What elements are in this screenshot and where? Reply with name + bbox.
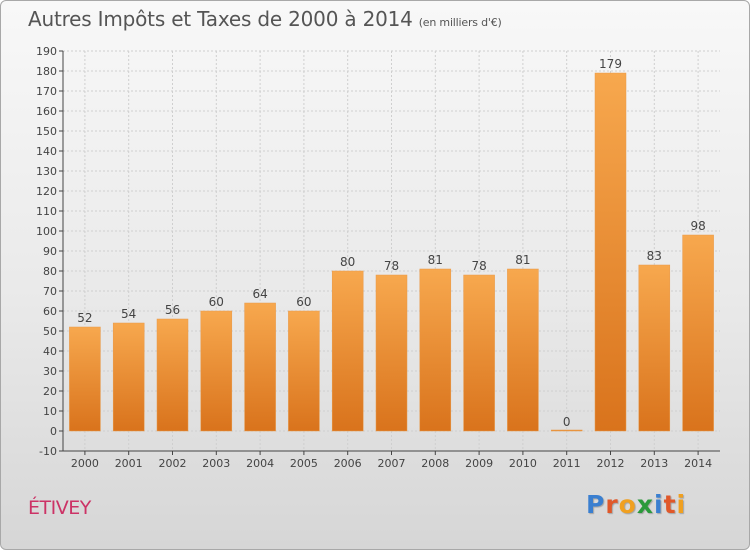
chart-title-text: Autres Impôts et Taxes de 2000 à 2014 (28, 7, 413, 31)
data-label: 179 (599, 57, 622, 71)
data-label: 78 (471, 259, 486, 273)
y-tick-label: 110 (36, 205, 57, 218)
logo-letter: i (654, 490, 664, 519)
y-tick-label: 120 (36, 185, 57, 198)
logo-letter: i (676, 490, 687, 519)
logo-letter: x (636, 490, 654, 519)
location-label: ÉTIVEY (28, 497, 91, 519)
logo-letter: P (586, 490, 606, 519)
logo-letter: r (605, 490, 619, 519)
bar-2002 (156, 318, 189, 432)
data-labels: 52 54 56 60 64 60 80 78 81 78 81 0 179 83 98 (77, 57, 705, 429)
x-tick-label: 2008 (421, 457, 449, 470)
x-tick-label: 2006 (334, 457, 362, 470)
data-label: 56 (165, 303, 180, 317)
y-tick-label: 50 (43, 325, 57, 338)
x-tick-label: 2011 (553, 457, 581, 470)
y-tick-label: 10 (43, 405, 57, 418)
y-tick-label: 150 (36, 125, 57, 138)
bar-2011 (550, 429, 583, 432)
proxiti-logo: Proxiti (586, 490, 686, 519)
bar-2003 (200, 310, 233, 432)
y-tick-label: 70 (43, 285, 57, 298)
y-tick-label: 40 (43, 345, 57, 358)
bar-2008 (419, 268, 452, 432)
data-label: 80 (340, 255, 355, 269)
data-label: 54 (121, 307, 136, 321)
x-tick-label: 2004 (246, 457, 274, 470)
data-label: 98 (690, 219, 705, 233)
x-tick-label: 2014 (684, 457, 712, 470)
x-tick-label: 2007 (378, 457, 406, 470)
logo-letter: o (618, 490, 637, 519)
x-tick-label: 2003 (202, 457, 230, 470)
bar-2005 (288, 310, 320, 432)
data-label: 0 (563, 415, 571, 429)
bar-2000 (69, 326, 101, 432)
bar-2007 (375, 274, 408, 432)
y-tick-label: 20 (43, 385, 57, 398)
y-tick-label: 60 (43, 305, 57, 318)
bar-2004 (244, 302, 276, 432)
x-tick-label: 2009 (465, 457, 493, 470)
bar-2013 (638, 264, 671, 432)
x-tick-label: 2000 (71, 457, 99, 470)
x-tick-label: 2002 (159, 457, 187, 470)
data-label: 83 (647, 249, 662, 263)
chart-title: Autres Impôts et Taxes de 2000 à 2014 (en… (28, 7, 502, 31)
bar-2012 (594, 72, 627, 432)
y-tick-label: 80 (43, 265, 57, 278)
y-tick-label: 0 (50, 425, 57, 438)
y-tick-label: 160 (36, 105, 57, 118)
bar-2014 (682, 234, 714, 432)
data-label: 78 (384, 259, 399, 273)
data-label: 81 (428, 253, 443, 267)
data-label: 64 (252, 287, 267, 301)
y-tick-label: 180 (36, 65, 57, 78)
y-tick-label: 140 (36, 145, 57, 158)
x-tick-label: 2013 (640, 457, 668, 470)
data-label: 52 (77, 311, 92, 325)
x-tick-label: 2005 (290, 457, 318, 470)
y-tick-label: 30 (43, 365, 57, 378)
y-tick-label: -10 (39, 445, 57, 458)
y-tick-label: 130 (36, 165, 57, 178)
logo-letter: t (663, 490, 677, 519)
data-label: 81 (515, 253, 530, 267)
x-tick-label: 2001 (115, 457, 143, 470)
y-tick-label: 190 (36, 45, 57, 58)
y-tick-label: 170 (36, 85, 57, 98)
y-tick-label: 90 (43, 245, 57, 258)
bars (69, 72, 714, 432)
data-label: 60 (209, 295, 224, 309)
axes: -10 0 10 20 30 40 50 60 70 80 90 100 110 120 130 140 150… (36, 45, 720, 470)
bar-2009 (463, 274, 495, 432)
x-tick-label: 2010 (509, 457, 537, 470)
data-label: 60 (296, 295, 311, 309)
bar-2001 (112, 322, 145, 432)
y-tick-label: 100 (36, 225, 57, 238)
bar-2010 (507, 268, 539, 432)
x-tick-label: 2012 (597, 457, 625, 470)
chart-unit: (en milliers d'€) (418, 16, 502, 29)
bar-2006 (331, 270, 364, 432)
